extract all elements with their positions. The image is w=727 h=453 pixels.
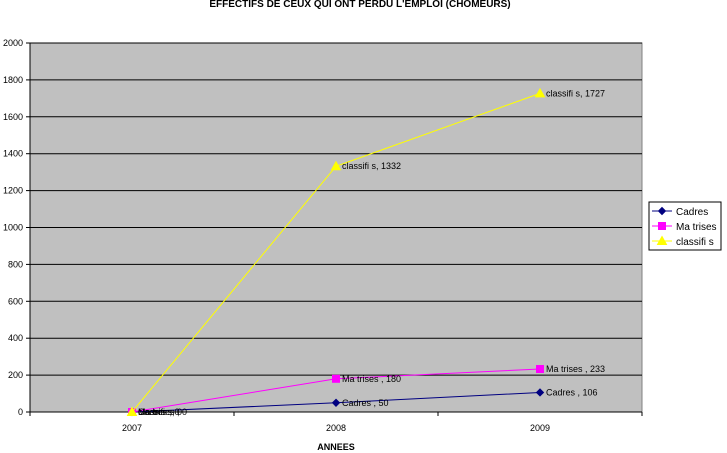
chart-title: EFFECTIFS DE CEUX QUI ONT PERDU L'EMPLOI… xyxy=(209,0,510,10)
y-tick-label: 1800 xyxy=(3,75,23,85)
x-axis-ticks: 2007 2008 2009 xyxy=(29,412,643,433)
y-tick-label: 1200 xyxy=(3,186,23,196)
y-tick-label: 0 xyxy=(18,407,23,417)
data-point-diamond xyxy=(535,388,545,397)
y-tick-label: 1000 xyxy=(3,223,23,233)
data-label: Cadres , 106 xyxy=(546,387,598,397)
data-label: classifi s, 1332 xyxy=(342,161,401,171)
data-point-square xyxy=(332,374,340,383)
data-label: Ma trises , 0 xyxy=(138,407,187,417)
data-point-triangle xyxy=(534,87,546,98)
data-label: Cadres , 0 xyxy=(138,407,180,417)
y-axis-ticks: 0 200 400 600 800 1000 1200 1400 1600 1800 2000 xyxy=(3,38,30,417)
data-point-triangle xyxy=(126,406,138,416)
series-group xyxy=(126,87,546,417)
gridlines xyxy=(30,42,642,376)
y-tick-label: 2000 xyxy=(3,38,23,48)
legend-label: classifi s xyxy=(676,237,714,248)
y-tick-label: 400 xyxy=(8,333,23,343)
data-point-square xyxy=(536,365,544,374)
legend-label: Cadres xyxy=(676,207,708,218)
x-tick-label: 2008 xyxy=(326,423,346,433)
legend-marker xyxy=(657,206,667,216)
data-label: Ma trises , 180 xyxy=(342,374,401,384)
legend: Cadres Ma trises classifi s xyxy=(648,201,722,251)
data-point-triangle xyxy=(330,160,342,171)
data-label: Cadres , 50 xyxy=(342,398,389,408)
data-point-diamond xyxy=(331,398,341,407)
legend-marker xyxy=(656,235,668,245)
y-tick-label: 800 xyxy=(8,259,23,269)
data-label: classifi s, 0 xyxy=(138,407,182,417)
data-label: classifi s, 1727 xyxy=(546,88,605,98)
legend-label: Ma trises xyxy=(676,222,717,233)
y-tick-label: 200 xyxy=(8,370,23,380)
x-tick-label: 2009 xyxy=(530,423,550,433)
y-tick-label: 600 xyxy=(8,296,23,306)
x-axis-label: ANNEES xyxy=(317,442,355,452)
legend-marker xyxy=(658,222,666,230)
data-label: Ma trises , 233 xyxy=(546,364,605,374)
data-labels-group: Cadres , 0 Cadres , 50 Cadres , 106 Ma tris… xyxy=(138,88,605,417)
y-tick-label: 1400 xyxy=(3,149,23,159)
y-tick-label: 1600 xyxy=(3,112,23,122)
legend-items: Cadres Ma trises classifi s xyxy=(652,206,717,248)
x-tick-label: 2007 xyxy=(122,423,142,433)
